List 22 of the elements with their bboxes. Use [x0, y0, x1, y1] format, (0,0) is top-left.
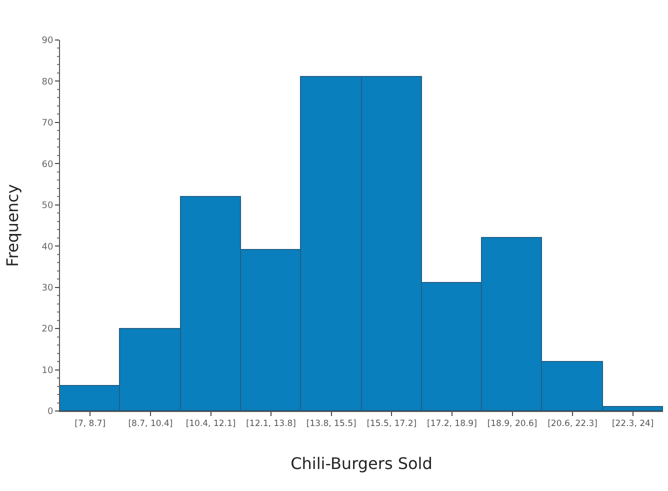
y-tick-label: 70	[42, 118, 54, 129]
x-tick-label: [15.5, 17.2]	[366, 419, 417, 430]
y-tick-label: 20	[42, 324, 54, 335]
x-tick-label: [18.9, 20.6]	[487, 419, 538, 430]
y-tick-label: 40	[42, 242, 54, 252]
y-tick-label: 60	[42, 160, 54, 170]
y-tick-label: 10	[42, 366, 54, 376]
x-tick-label: [10.4, 12.1]	[186, 419, 236, 430]
x-tick-label: [20.6, 22.3]	[548, 419, 598, 430]
y-axis-title: Frequency	[3, 184, 22, 267]
x-tick-label: [17.2, 18.9]	[427, 419, 477, 430]
x-axis-title: Chili-Burgers Sold	[290, 454, 432, 473]
y-tick-label: 30	[42, 283, 54, 294]
x-tick-label: [8.7, 10.4]	[128, 419, 173, 430]
x-tick-label: [22.3, 24]	[612, 419, 654, 430]
y-tick-label: 50	[42, 201, 54, 212]
x-tick-label: [12.1, 13.8]	[246, 419, 296, 430]
y-tick-label: 90	[42, 36, 54, 46]
x-tick-label: [13.8, 15.5]	[306, 419, 356, 430]
y-tick-label: 0	[47, 407, 54, 418]
x-tick-label: [7, 8.7]	[74, 419, 106, 430]
y-tick-label: 80	[42, 77, 54, 88]
